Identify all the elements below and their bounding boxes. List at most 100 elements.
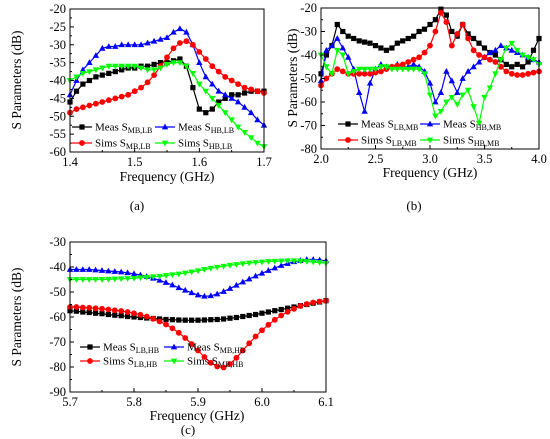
meas-s-lb-mb-point <box>323 52 329 58</box>
sims-s-hb-lb-point <box>163 62 171 68</box>
sims-s-lb-hb-point <box>265 321 272 328</box>
sims-s-mb-hb-point <box>137 275 144 282</box>
sims-s-hb-mb-point <box>443 99 450 106</box>
meas-s-lb-mb-point <box>367 40 373 46</box>
y-tick-label: -30 <box>49 38 66 52</box>
meas-s-lb-hb-point <box>125 313 131 320</box>
sims-s-mb-lb-point <box>164 54 170 61</box>
legend-label: Meas SLB,HB <box>103 342 159 356</box>
y-tick-label: -70 <box>49 335 66 349</box>
meas-s-mb-lb-point <box>177 56 183 62</box>
sims-s-mb-hb-point <box>278 258 285 265</box>
sims-s-hb-mb-point <box>475 120 483 127</box>
sims-s-hb-lb-point <box>137 65 145 72</box>
sims-s-lb-hb-point <box>220 364 227 371</box>
meas-s-hb-mb-point <box>323 46 330 53</box>
y-tick-label: -35 <box>49 56 66 70</box>
sims-s-lb-mb-point <box>405 59 412 65</box>
panel-label: (b) <box>406 198 421 213</box>
legend-label-subscript: MB,HB <box>218 360 244 369</box>
sims-s-hb-mb-point <box>350 69 357 75</box>
meas-s-lb-hb-point <box>105 311 111 318</box>
sims-s-lb-mb-series <box>318 9 542 89</box>
sims-s-hb-lb-point <box>125 63 132 70</box>
y-tick-label: -45 <box>49 91 66 105</box>
meas-s-mb-lb-point <box>203 110 209 116</box>
x-tick-label: 6.0 <box>254 395 270 409</box>
meas-s-lb-mb-point <box>492 52 498 58</box>
meas-s-mb-lb-point <box>235 92 241 98</box>
meas-s-hb-lb-point <box>118 41 125 48</box>
sims-s-lb-mb-point <box>487 56 493 63</box>
legend-item-meas-s-mb-hb: Meas SMB,HB <box>164 342 245 356</box>
sims-s-lb-hb-point <box>79 304 86 311</box>
sims-s-mb-lb-point <box>125 91 132 98</box>
sims-s-mb-lb-point <box>151 72 158 78</box>
sims-s-mb-lb-point <box>138 84 145 91</box>
sims-s-hb-mb-point <box>323 64 330 71</box>
sims-s-lb-mb-point <box>421 49 428 56</box>
legend-label-subscript: MB,HB <box>220 346 246 355</box>
meas-s-mb-lb-point <box>196 106 202 112</box>
x-tick-label: 5.8 <box>126 395 142 409</box>
sims-s-mb-hb-point <box>130 275 138 282</box>
meas-s-hb-lb-point <box>163 34 171 40</box>
y-tick-label: -30 <box>300 25 317 39</box>
sims-s-lb-mb-point <box>416 54 422 61</box>
sims-s-hb-lb-point <box>99 65 106 72</box>
sims-s-mb-hb-point <box>194 268 202 275</box>
sims-s-lb-hb-point <box>284 308 291 315</box>
sims-s-hb-mb-point <box>448 94 455 101</box>
sims-s-lb-mb-point <box>519 72 526 78</box>
y-tick-label: -40 <box>49 260 66 274</box>
meas-s-mb-lb-point <box>99 72 105 78</box>
sims-s-hb-lb-series <box>66 60 268 150</box>
sims-s-lb-hb-point <box>92 305 99 312</box>
legend-item-sims-s-hb-mb: Sims SHB,MB <box>420 135 500 148</box>
meas-s-lb-mb-point <box>421 26 428 32</box>
sims-s-lb-hb-point <box>163 321 169 328</box>
sims-s-mb-hb-point <box>233 262 240 268</box>
sims-s-hb-lb-point <box>105 63 112 70</box>
meas-s-lb-hb-point <box>86 309 92 316</box>
sims-s-mb-hb-point <box>226 262 234 269</box>
meas-s-mb-hb-point <box>252 272 259 279</box>
sims-s-mb-hb-point <box>284 258 291 265</box>
sims-s-lb-mb-point <box>438 9 444 16</box>
sims-s-lb-mb-point <box>530 69 537 76</box>
meas-s-mb-lb-point <box>157 60 164 66</box>
sims-s-mb-lb-point <box>93 100 99 107</box>
sims-s-lb-mb-point <box>481 54 488 61</box>
x-tick-label: 5.7 <box>62 395 78 409</box>
meas-s-lb-mb-point <box>509 64 515 70</box>
sims-s-hb-mb-point <box>394 66 401 73</box>
sims-s-lb-mb-point <box>514 72 521 78</box>
sims-s-mb-hb-point <box>98 277 106 283</box>
sims-s-lb-hb-point <box>99 305 105 312</box>
meas-s-mb-hb-point <box>278 262 285 268</box>
sims-s-mb-hb-point <box>118 276 125 283</box>
sims-s-hb-lb-point <box>176 60 184 66</box>
meas-s-lb-mb-point <box>334 21 340 28</box>
sims-s-mb-hb-point <box>175 271 182 278</box>
meas-s-hb-lb-point <box>137 41 145 48</box>
sims-s-hb-mb-point <box>459 92 466 99</box>
sims-s-hb-mb-point <box>454 101 461 108</box>
y-tick-label: -20 <box>300 1 317 15</box>
plot-area <box>317 6 543 127</box>
meas-s-hb-mb-point <box>464 68 472 74</box>
meas-s-mb-hb-point <box>86 266 93 272</box>
meas-s-hb-mb-point <box>448 77 455 84</box>
sims-s-mb-lb-point <box>183 38 190 45</box>
meas-s-hb-lb-point <box>176 25 184 32</box>
sims-s-hb-lb-point <box>189 70 197 77</box>
legend-swatch-marker <box>87 344 93 350</box>
plot-area <box>66 256 330 371</box>
meas-s-lb-mb-point <box>345 33 351 39</box>
sims-s-mb-hb-point <box>310 259 317 266</box>
legend-label: Meas SMB,HB <box>187 342 245 356</box>
meas-s-hb-lb-point <box>183 28 190 35</box>
legend-label-subscript: HB,MB <box>474 139 500 148</box>
